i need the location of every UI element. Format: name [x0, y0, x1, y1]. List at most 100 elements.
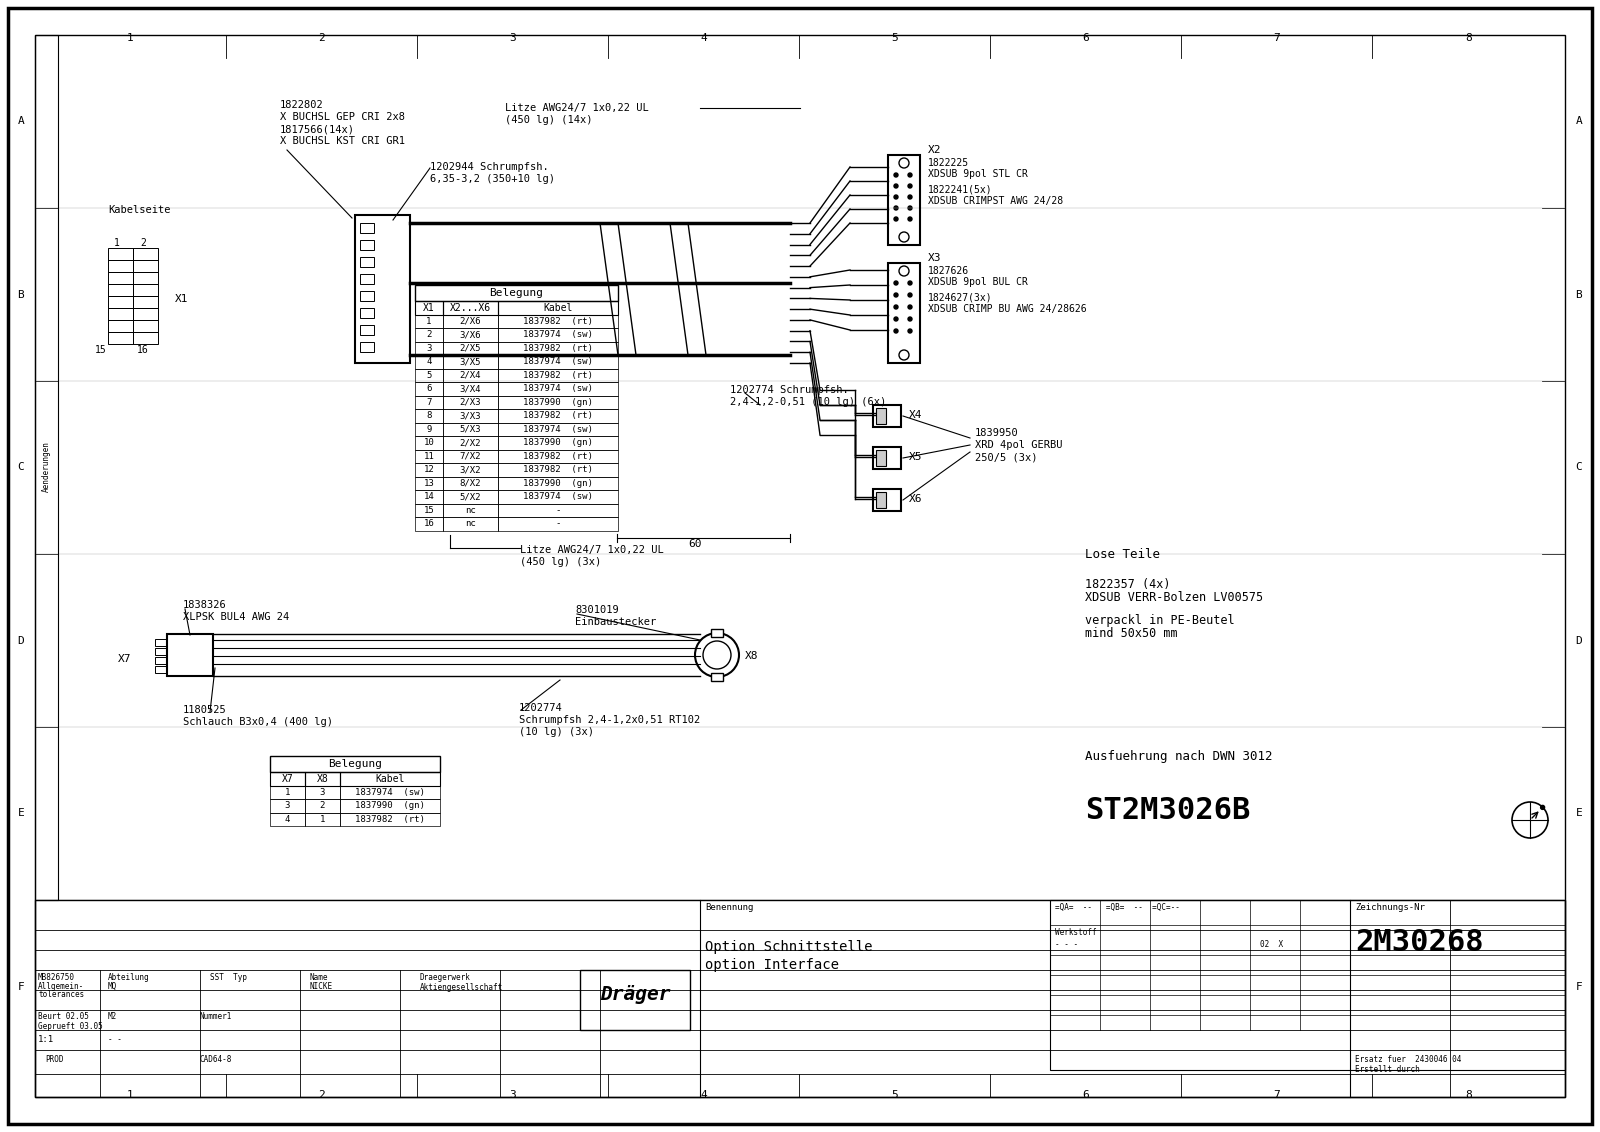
Text: 1202944 Schrumpfsh.: 1202944 Schrumpfsh.	[430, 162, 549, 172]
Circle shape	[894, 317, 898, 321]
Text: -: -	[555, 520, 560, 529]
Text: 1837990  (gn): 1837990 (gn)	[523, 397, 594, 406]
Text: 1202774 Schrumpfsh.: 1202774 Schrumpfsh.	[730, 385, 848, 395]
Text: 16: 16	[138, 345, 149, 355]
Bar	[877, 492, 886, 508]
Text: Lose Teile: Lose Teile	[1085, 548, 1160, 561]
Bar	[414, 285, 618, 301]
Bar	[133, 272, 158, 284]
Bar	[360, 342, 374, 352]
Text: 8/X2: 8/X2	[459, 479, 482, 488]
Bar	[414, 315, 443, 328]
Text: CAD64-8: CAD64-8	[200, 1055, 232, 1064]
Text: 1822241(5x): 1822241(5x)	[928, 185, 992, 195]
Circle shape	[909, 305, 912, 309]
Text: 2/X5: 2/X5	[459, 344, 482, 353]
Bar	[888, 263, 920, 363]
Bar	[109, 284, 133, 295]
Text: 1837982  (rt): 1837982 (rt)	[523, 411, 594, 420]
Text: Draegerwerk: Draegerwerk	[419, 974, 470, 981]
Text: D: D	[18, 635, 24, 645]
Text: 4: 4	[701, 1090, 707, 1100]
Bar	[414, 449, 443, 463]
Text: 7: 7	[426, 397, 432, 406]
Bar	[498, 328, 618, 342]
Text: 2: 2	[426, 331, 432, 340]
Circle shape	[1512, 801, 1549, 838]
Text: 3: 3	[509, 1090, 515, 1100]
Text: 15: 15	[424, 506, 434, 515]
Text: 6: 6	[426, 384, 432, 393]
Text: 1: 1	[285, 788, 290, 797]
Text: 1: 1	[426, 317, 432, 326]
Text: option Interface: option Interface	[706, 958, 838, 972]
Text: XDSUB 9pol STL CR: XDSUB 9pol STL CR	[928, 169, 1027, 179]
Text: 7: 7	[1274, 1090, 1280, 1100]
Bar	[498, 449, 618, 463]
Text: 2: 2	[320, 801, 325, 811]
Text: PROD: PROD	[45, 1055, 64, 1064]
Bar	[443, 395, 498, 409]
Text: nc: nc	[466, 520, 475, 529]
Text: Name: Name	[310, 974, 328, 981]
Text: C: C	[1576, 463, 1582, 472]
Text: 5: 5	[891, 1090, 898, 1100]
Text: 1: 1	[126, 1090, 134, 1100]
Circle shape	[894, 281, 898, 285]
Bar	[414, 381, 443, 395]
Text: Schrumpfsh 2,4-1,2x0,51 RT102: Schrumpfsh 2,4-1,2x0,51 RT102	[518, 715, 701, 724]
Text: 3/X2: 3/X2	[459, 465, 482, 474]
Bar	[874, 405, 901, 427]
Text: SST  Typ: SST Typ	[210, 974, 246, 981]
Circle shape	[894, 293, 898, 297]
Circle shape	[694, 633, 739, 677]
Text: B: B	[18, 290, 24, 300]
Circle shape	[894, 195, 898, 199]
Text: 1837982  (rt): 1837982 (rt)	[523, 465, 594, 474]
Bar	[498, 517, 618, 531]
Bar	[414, 328, 443, 342]
Text: X1: X1	[422, 302, 435, 312]
Text: 1: 1	[320, 815, 325, 824]
Text: X5: X5	[909, 452, 923, 462]
Circle shape	[899, 266, 909, 276]
Text: nc: nc	[466, 506, 475, 515]
Bar	[270, 813, 306, 826]
Text: 2: 2	[318, 33, 325, 43]
Bar	[443, 355, 498, 369]
Text: X BUCHSL GEP CRI 2x8: X BUCHSL GEP CRI 2x8	[280, 112, 405, 122]
Bar	[360, 274, 374, 284]
Text: Beurt 02.05: Beurt 02.05	[38, 1012, 90, 1021]
Bar	[874, 489, 901, 511]
Text: 8: 8	[1466, 33, 1472, 43]
Circle shape	[909, 206, 912, 211]
Bar	[109, 260, 133, 272]
Text: Aenderungen: Aenderungen	[42, 441, 51, 492]
Circle shape	[909, 173, 912, 177]
Bar	[133, 248, 158, 260]
Text: Erstellt durch: Erstellt durch	[1355, 1065, 1419, 1074]
Bar	[155, 648, 166, 655]
Text: 1822802: 1822802	[280, 100, 323, 110]
Text: X7: X7	[118, 654, 131, 664]
Bar	[306, 799, 339, 813]
Bar	[306, 813, 339, 826]
Bar	[443, 436, 498, 449]
Text: 3: 3	[426, 344, 432, 353]
Bar	[133, 332, 158, 344]
Text: X1: X1	[174, 294, 189, 305]
Bar	[414, 517, 443, 531]
Text: X4: X4	[909, 410, 923, 420]
Text: 4: 4	[426, 358, 432, 367]
Circle shape	[909, 281, 912, 285]
Bar	[155, 666, 166, 674]
Bar	[360, 291, 374, 301]
Text: Belegung: Belegung	[490, 288, 544, 298]
Text: 6: 6	[1082, 33, 1090, 43]
Bar	[133, 260, 158, 272]
Text: 1837974  (sw): 1837974 (sw)	[523, 331, 594, 340]
Text: 1839950: 1839950	[974, 428, 1019, 438]
Text: (10 lg) (3x): (10 lg) (3x)	[518, 727, 594, 737]
Bar	[443, 477, 498, 490]
Text: 3: 3	[285, 801, 290, 811]
